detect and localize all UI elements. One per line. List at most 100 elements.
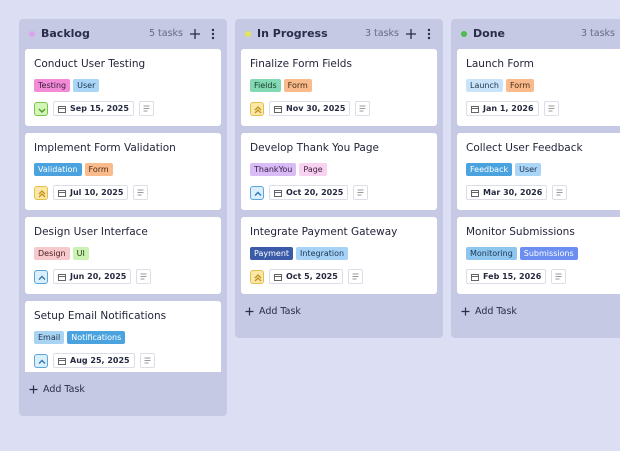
plus-icon [461, 307, 470, 316]
date-text: Jan 1, 2026 [483, 104, 534, 113]
task-card[interactable]: Implement Form Validation Validation Form J… [25, 133, 221, 210]
card-list: Launch Form Launch Form Jan 1, 2026 Collect … [457, 49, 620, 294]
date-text: Oct 20, 2025 [286, 188, 344, 197]
task-card[interactable]: Finalize Form Fields Fields Form Nov 30, 20… [241, 49, 437, 126]
tag: Testing [34, 79, 71, 92]
card-title: Develop Thank You Page [250, 142, 379, 154]
due-date: Oct 5, 2025 [269, 269, 343, 284]
notes-icon [357, 189, 364, 196]
date-text: Sep 15, 2025 [70, 104, 129, 113]
tag: Validation [34, 163, 82, 176]
card-footer: Oct 20, 2025 [250, 185, 369, 200]
notes-button[interactable] [543, 101, 559, 116]
tag: Fields [250, 79, 281, 92]
calendar-icon [58, 273, 66, 281]
task-card[interactable]: Setup Email Notifications Email Notificati… [25, 301, 221, 372]
calendar-icon [274, 105, 282, 113]
task-card[interactable]: Develop Thank You Page ThankYou Page Oct 20… [241, 133, 437, 210]
calendar-icon [58, 357, 66, 365]
notes-button[interactable] [552, 185, 568, 200]
tag-list: Design UI [34, 247, 89, 260]
add-task-label: Add Task [475, 306, 517, 317]
calendar-icon [58, 189, 66, 197]
add-task-label: Add Task [259, 306, 301, 317]
card-title: Launch Form [466, 58, 534, 70]
notes-icon [140, 273, 147, 280]
tag: Form [283, 79, 312, 92]
due-date: Oct 20, 2025 [269, 185, 349, 200]
tag: Form [84, 163, 113, 176]
menu-button[interactable] [210, 28, 216, 40]
card-footer: Aug 25, 2025 [34, 353, 155, 368]
notes-button[interactable] [551, 269, 567, 284]
notes-button[interactable] [353, 185, 369, 200]
card-footer: Nov 30, 2025 [250, 101, 371, 116]
calendar-icon [274, 189, 282, 197]
date-text: Jul 10, 2025 [70, 188, 124, 197]
notes-button[interactable] [138, 101, 154, 116]
date-text: Jun 20, 2025 [70, 272, 127, 281]
notes-icon [137, 189, 144, 196]
tag-list: Monitoring Submissions [466, 247, 578, 260]
column: In Progress 3 tasks Finalize Form Fields Fi… [235, 19, 443, 338]
task-card[interactable]: Launch Form Launch Form Jan 1, 2026 [457, 49, 620, 126]
tag: Feedback [466, 163, 513, 176]
notes-button[interactable] [347, 269, 363, 284]
notes-icon [143, 105, 150, 112]
task-count: 5 tasks [148, 28, 183, 39]
tag: Monitoring [466, 247, 517, 260]
tag-list: Email Notifications [34, 331, 126, 344]
notes-button[interactable] [133, 185, 149, 200]
tag: UI [72, 247, 89, 260]
card-footer: Sep 15, 2025 [34, 101, 154, 116]
due-date: Jun 20, 2025 [53, 269, 132, 284]
date-text: Nov 30, 2025 [286, 104, 346, 113]
tag-list: Feedback User [466, 163, 542, 176]
tag: Launch [466, 79, 503, 92]
notes-button[interactable] [139, 353, 155, 368]
tag: User [73, 79, 100, 92]
date-text: Mar 30, 2026 [483, 188, 543, 197]
priority-icon [34, 353, 48, 368]
card-footer: Jul 10, 2025 [34, 185, 149, 200]
notes-icon [352, 273, 359, 280]
task-card[interactable]: Integrate Payment Gateway Payment Integrat… [241, 217, 437, 294]
card-title: Conduct User Testing [34, 58, 146, 70]
notes-button[interactable] [355, 101, 371, 116]
calendar-icon [471, 189, 479, 197]
add-button[interactable] [405, 28, 417, 40]
card-title: Finalize Form Fields [250, 58, 352, 70]
task-count: 3 tasks [580, 28, 615, 39]
priority-icon [34, 101, 48, 116]
task-card[interactable]: Design User Interface Design UI Jun 20, 202… [25, 217, 221, 294]
column-title: In Progress [257, 27, 328, 40]
notes-button[interactable] [136, 269, 152, 284]
menu-button[interactable] [426, 28, 432, 40]
card-footer: Jun 20, 2025 [34, 269, 152, 284]
priority-icon [250, 185, 264, 200]
column: Backlog 5 tasks Conduct User Testing Testin… [19, 19, 227, 416]
task-card[interactable]: Monitor Submissions Monitoring Submissions… [457, 217, 620, 294]
tag: Integration [296, 247, 349, 260]
add-task-button[interactable]: Add Task [461, 306, 517, 317]
add-task-button[interactable]: Add Task [245, 306, 301, 317]
task-count: 3 tasks [364, 28, 399, 39]
status-dot [29, 31, 35, 37]
calendar-icon [274, 273, 282, 281]
card-footer: Oct 5, 2025 [250, 269, 363, 284]
column: Done 3 tasks Launch Form Launch Form Jan 1, 2… [451, 19, 620, 338]
date-text: Oct 5, 2025 [286, 272, 338, 281]
add-task-button[interactable]: Add Task [29, 384, 85, 395]
due-date: Feb 15, 2026 [466, 269, 547, 284]
tag: User [515, 163, 542, 176]
task-card[interactable]: Conduct User Testing Testing User Sep 15, 2… [25, 49, 221, 126]
add-button[interactable] [189, 28, 201, 40]
card-title: Design User Interface [34, 226, 148, 238]
card-list: Conduct User Testing Testing User Sep 15, 2… [25, 49, 221, 372]
task-card[interactable]: Collect User Feedback Feedback User Mar 30,… [457, 133, 620, 210]
tag-list: Validation Form [34, 163, 113, 176]
column-title: Backlog [41, 27, 90, 40]
tag-list: ThankYou Page [250, 163, 327, 176]
column-header: In Progress 3 tasks [235, 19, 443, 49]
